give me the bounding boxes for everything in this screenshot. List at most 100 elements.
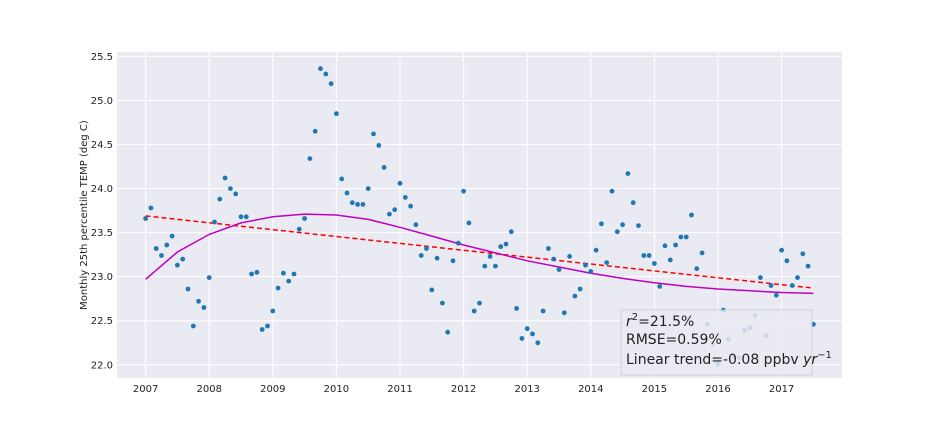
data-point: [546, 246, 551, 251]
data-point: [471, 308, 477, 314]
data-point: [424, 246, 429, 251]
y-axis-label: Monthly 25th percentile TEMP (deg C): [79, 120, 90, 310]
data-point: [159, 253, 164, 258]
rmse-text: RMSE=0.59%: [626, 332, 722, 348]
data-point: [286, 278, 292, 284]
x-tick-label: 2009: [260, 384, 285, 395]
data-point: [371, 131, 376, 137]
data-point: [323, 71, 329, 77]
data-point: [699, 250, 705, 256]
x-tick-label: 2012: [451, 384, 476, 395]
data-point: [556, 267, 562, 272]
y-tick-label: 24.0: [91, 184, 113, 195]
x-tick-label: 2016: [705, 384, 730, 395]
data-point: [641, 253, 647, 258]
data-point: [498, 244, 504, 250]
data-point: [805, 263, 811, 269]
data-point: [599, 221, 604, 227]
data-point: [275, 285, 281, 291]
data-point: [609, 188, 615, 194]
grid-lines: [117, 52, 842, 378]
data-point: [503, 241, 509, 247]
data-point: [312, 128, 318, 134]
data-point: [683, 234, 689, 240]
data-point: [440, 300, 445, 306]
data-point: [614, 229, 620, 235]
data-point: [461, 188, 466, 194]
data-point: [429, 287, 435, 293]
data-point: [535, 340, 541, 346]
data-point: [620, 222, 625, 228]
data-point: [524, 326, 530, 332]
data-point: [514, 306, 519, 311]
data-point: [466, 220, 472, 226]
data-point: [196, 298, 202, 304]
data-point: [689, 212, 694, 218]
data-point: [243, 214, 249, 220]
data-point: [190, 323, 196, 329]
data-point: [795, 275, 800, 280]
y-tick-label: 23.5: [91, 228, 113, 239]
data-point: [355, 202, 360, 207]
data-point: [588, 269, 594, 274]
x-axis-ticks: 2007 2008 2009 2010 2011 2012 2013 2014 2015 2016…: [133, 384, 794, 395]
data-point: [540, 308, 546, 314]
data-point: [228, 186, 233, 192]
data-point: [270, 308, 276, 314]
y-tick-label: 22.0: [91, 360, 113, 371]
data-point: [238, 214, 244, 220]
data-point: [307, 156, 313, 162]
smooth-fit-line: [145, 213, 814, 295]
linear-trend-text: Linear trend=-0.08 ppbv yr−1: [626, 350, 832, 368]
stats-box-frame: [620, 309, 813, 376]
data-point: [360, 202, 366, 207]
data-point: [694, 266, 700, 272]
data-point: [652, 261, 657, 266]
x-tick-label: 2008: [196, 384, 221, 395]
data-point: [667, 257, 673, 263]
data-point: [773, 292, 779, 298]
data-point: [646, 253, 652, 258]
data-point: [519, 336, 525, 341]
data-point: [212, 219, 217, 225]
data-point: [249, 271, 255, 277]
y-tick-label: 25.0: [91, 96, 113, 107]
data-point: [365, 186, 371, 192]
data-point: [265, 323, 270, 329]
data-point: [164, 242, 170, 248]
data-point: [376, 143, 382, 148]
data-point: [291, 271, 297, 277]
data-point: [455, 240, 461, 246]
data-point: [302, 216, 307, 221]
data-point: [434, 255, 440, 261]
data-point: [678, 234, 684, 240]
x-tick-label: 2015: [642, 384, 667, 395]
data-point: [201, 305, 207, 310]
data-point: [180, 256, 186, 262]
trend-lines: [145, 213, 814, 295]
x-tick-label: 2010: [324, 384, 349, 395]
data-point: [328, 81, 334, 87]
data-point: [758, 275, 763, 280]
data-point: [148, 205, 154, 211]
data-point: [217, 196, 223, 202]
data-point: [169, 233, 175, 239]
data-point: [344, 190, 350, 196]
data-point: [530, 331, 535, 337]
data-point: [185, 286, 191, 292]
x-tick-label: 2017: [769, 384, 794, 395]
y-tick-label: 24.5: [91, 140, 113, 151]
x-tick-label: 2011: [387, 384, 412, 395]
data-point: [508, 229, 514, 235]
data-point: [779, 247, 784, 253]
data-point: [583, 262, 588, 268]
data-point: [487, 254, 493, 259]
data-point: [625, 171, 631, 177]
x-tick-label: 2007: [133, 384, 158, 395]
stats-annotation-box: r2=21.5% RMSE=0.59% Linear trend=-0.08 p…: [620, 309, 832, 376]
data-point: [477, 300, 482, 306]
data-point: [339, 176, 345, 182]
x-tick-label: 2014: [578, 384, 603, 395]
data-point: [662, 243, 668, 249]
